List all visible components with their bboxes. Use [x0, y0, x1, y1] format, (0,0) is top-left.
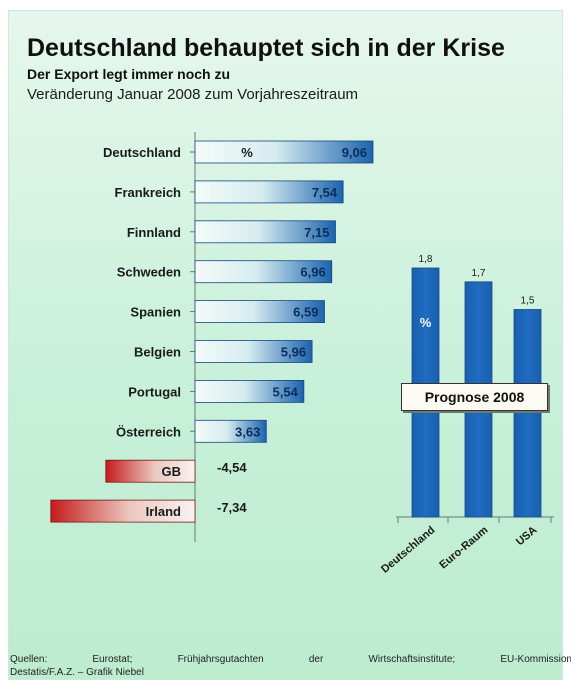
bar-positive — [194, 300, 325, 324]
forecast-value-label: 1,5 — [521, 296, 535, 307]
forecast-unit-label: % — [420, 315, 432, 330]
forecast-title-box: Prognose 2008 — [401, 383, 548, 411]
category-label: Schweden — [117, 265, 181, 280]
category-label: Österreich — [116, 424, 181, 439]
category-label: Irland — [146, 504, 181, 519]
source-line-1: Quellen: Eurostat; Frühjahrsgutachten de… — [10, 654, 571, 665]
bar-negative — [105, 459, 196, 483]
value-label: -7,34 — [217, 500, 247, 515]
source-word: Wirtschaftsinstitute; — [368, 654, 456, 665]
bar-positive — [194, 220, 336, 244]
forecast-value-label: 1,7 — [472, 268, 486, 279]
source-word: Frühjahrsgutachten — [177, 654, 264, 665]
unit-label: % — [241, 145, 253, 160]
chart-title: Deutschland behauptet sich in der Krise — [27, 34, 505, 62]
forecast-column — [513, 309, 542, 518]
category-label: Portugal — [128, 384, 181, 399]
source-word: EU-Kommission — [500, 654, 571, 665]
forecast-category-label: Euro-Raum — [437, 524, 490, 571]
bar-negative — [50, 499, 196, 523]
bar-positive — [194, 340, 313, 363]
value-label: 9,06 — [342, 145, 367, 160]
source-line-2: Destatis/F.A.Z. – Grafik Niebel — [10, 667, 144, 678]
forecast-value-label: 1,8 — [419, 254, 433, 265]
value-label: 5,96 — [281, 345, 306, 360]
forecast-category-label: Deutschland — [379, 524, 437, 576]
bar-positive — [194, 419, 267, 443]
source-word: der — [308, 654, 324, 665]
value-label: 7,54 — [312, 185, 338, 200]
value-label: 5,54 — [273, 384, 299, 399]
source-word: Quellen: — [10, 654, 48, 665]
value-label: 3,63 — [235, 424, 260, 439]
source-word: Eurostat; — [92, 654, 133, 665]
value-label: 6,96 — [300, 265, 325, 280]
chart-period-note: Veränderung Januar 2008 zum Vorjahreszei… — [27, 86, 359, 103]
category-label: GB — [162, 464, 182, 479]
bar-positive — [194, 180, 344, 204]
bar-positive — [194, 379, 305, 403]
chart-subtitle: Der Export legt immer noch zu — [27, 66, 231, 82]
value-label: -4,54 — [217, 460, 247, 475]
value-label: 6,59 — [293, 305, 318, 320]
category-label: Spanien — [130, 305, 181, 320]
horizontal-bar-chart: Deutschland 9,06% Frankreich 7,54 Finnland 7,… — [50, 132, 374, 542]
category-label: Belgien — [134, 345, 181, 360]
bar-positive — [194, 260, 333, 284]
bar-positive — [194, 140, 374, 164]
value-label: 7,15 — [304, 225, 329, 240]
category-label: Finnland — [127, 225, 181, 240]
forecast-category-label: USA — [514, 524, 540, 548]
category-label: Deutschland — [103, 145, 181, 160]
category-label: Frankreich — [115, 185, 182, 200]
forecast-column-chart: 1,8 Deutschland% 1,7 Euro-Raum 1,5 USA — [379, 254, 554, 576]
